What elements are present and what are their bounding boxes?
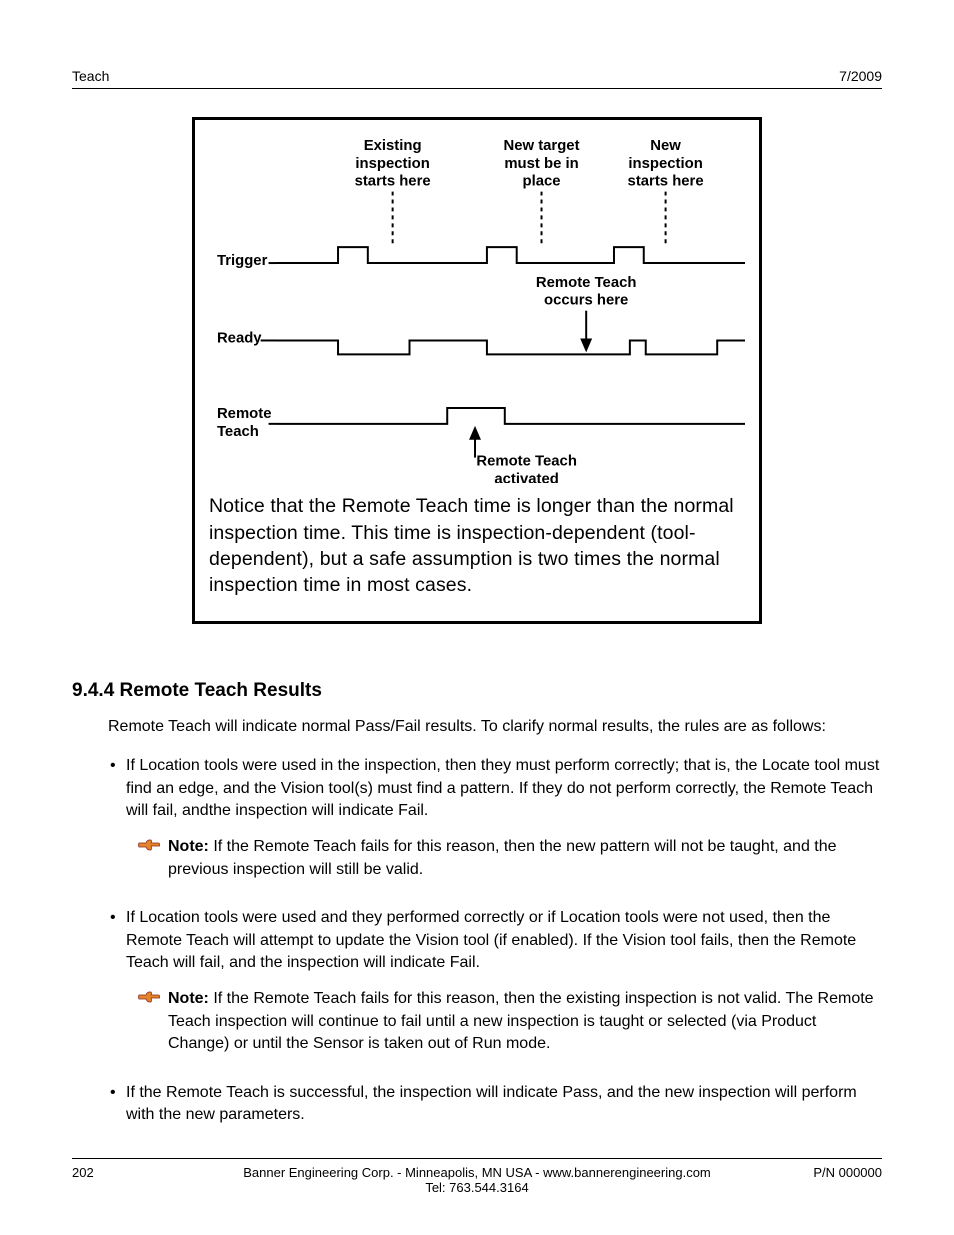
footer-center: Banner Engineering Corp. - Minneapolis, … [182, 1165, 772, 1195]
diagram-caption: Notice that the Remote Teach time is lon… [209, 493, 745, 598]
list-item: If the Remote Teach is successful, the i… [108, 1082, 882, 1127]
pointing-hand-icon [138, 990, 160, 1004]
svg-text:inspection: inspection [628, 156, 702, 172]
note-label: Note: [168, 838, 209, 855]
svg-text:inspection: inspection [355, 156, 429, 172]
svg-text:Trigger: Trigger [217, 253, 268, 269]
footer-page-number: 202 [72, 1165, 182, 1180]
svg-text:Existing: Existing [364, 138, 422, 154]
note-label: Note: [168, 990, 209, 1007]
note-text: If the Remote Teach fails for this reaso… [168, 838, 837, 877]
section-intro: Remote Teach will indicate normal Pass/F… [108, 716, 882, 738]
svg-text:activated: activated [494, 471, 559, 483]
section-heading: 9.4.4 Remote Teach Results [72, 680, 882, 702]
svg-text:New: New [650, 138, 681, 154]
footer-part-number: P/N 000000 [772, 1165, 882, 1180]
svg-text:Remote Teach: Remote Teach [536, 275, 637, 291]
bullet-text: If Location tools were used in the inspe… [126, 757, 879, 819]
footer-tel: Tel: 763.544.3164 [182, 1180, 772, 1195]
svg-text:starts here: starts here [355, 174, 431, 190]
svg-text:Teach: Teach [217, 424, 259, 440]
bullet-text: If Location tools were used and they per… [126, 909, 856, 971]
pointing-hand-icon [138, 838, 160, 852]
header-right: 7/2009 [839, 68, 882, 84]
timing-diagram: Existing inspection starts here New targ… [192, 117, 762, 624]
bullet-text: If the Remote Teach is successful, the i… [126, 1084, 857, 1123]
svg-text:Ready: Ready [217, 330, 262, 346]
rules-list: If Location tools were used in the inspe… [108, 755, 882, 1126]
svg-text:occurs here: occurs here [544, 293, 628, 309]
timing-diagram-svg: Existing inspection starts here New targ… [209, 136, 745, 483]
svg-text:place: place [522, 174, 560, 190]
note-block: Note: If the Remote Teach fails for this… [144, 836, 882, 881]
page-footer: 202 Banner Engineering Corp. - Minneapol… [72, 1158, 882, 1195]
list-item: If Location tools were used and they per… [108, 907, 882, 1055]
svg-text:Remote Teach: Remote Teach [476, 454, 577, 470]
list-item: If Location tools were used in the inspe… [108, 755, 882, 881]
svg-text:must be in: must be in [504, 156, 578, 172]
svg-text:New target: New target [503, 138, 579, 154]
note-text: If the Remote Teach fails for this reaso… [168, 990, 874, 1052]
note-block: Note: If the Remote Teach fails for this… [144, 988, 882, 1055]
page-header: Teach 7/2009 [72, 68, 882, 89]
header-left: Teach [72, 68, 109, 84]
svg-text:starts here: starts here [628, 174, 704, 190]
footer-company: Banner Engineering Corp. - Minneapolis, … [182, 1165, 772, 1180]
svg-text:Remote: Remote [217, 406, 272, 422]
